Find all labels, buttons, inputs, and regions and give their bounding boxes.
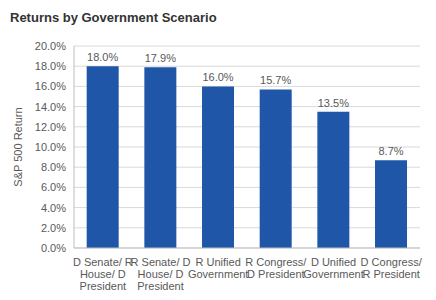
svg-text:16.0%: 16.0% [35, 80, 66, 92]
svg-text:14.0%: 14.0% [35, 101, 66, 113]
svg-text:8.7%: 8.7% [378, 145, 403, 157]
svg-text:D Senate/ RHouse/ DPresident: D Senate/ RHouse/ DPresident [73, 256, 133, 292]
svg-text:0.0%: 0.0% [41, 242, 66, 254]
svg-text:10.0%: 10.0% [35, 141, 66, 153]
svg-text:R UnifiedGovernment: R UnifiedGovernment [188, 256, 249, 280]
svg-text:17.9%: 17.9% [145, 52, 176, 64]
svg-text:12.0%: 12.0% [35, 121, 66, 133]
svg-text:S&P 500 Return: S&P 500 Return [12, 107, 24, 186]
svg-text:D Congress/R President: D Congress/R President [361, 256, 423, 280]
svg-text:18.0%: 18.0% [35, 60, 66, 72]
svg-text:13.5%: 13.5% [318, 97, 349, 109]
svg-text:15.7%: 15.7% [260, 74, 291, 86]
svg-text:8.0%: 8.0% [41, 161, 66, 173]
svg-text:D UnifiedGovernment: D UnifiedGovernment [303, 256, 364, 280]
svg-text:6.0%: 6.0% [41, 181, 66, 193]
svg-text:16.0%: 16.0% [202, 71, 233, 83]
svg-text:4.0%: 4.0% [41, 202, 66, 214]
svg-text:2.0%: 2.0% [41, 222, 66, 234]
svg-text:20.0%: 20.0% [35, 40, 66, 52]
svg-text:R Congress/D President: R Congress/D President [245, 256, 307, 280]
html-text:Returns by Government Scenario: Returns by Government Scenario [10, 10, 217, 25]
svg-text:R Senate/ DHouse/ DPresident: R Senate/ DHouse/ DPresident [131, 256, 191, 292]
svg-text:18.0%: 18.0% [87, 51, 118, 63]
